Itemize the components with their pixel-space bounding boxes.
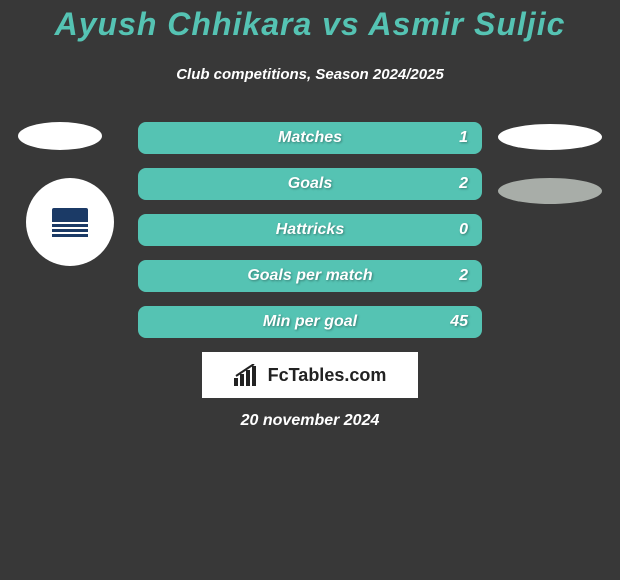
stat-label: Matches [278, 129, 342, 147]
stat-bar: Min per goal 45 [138, 306, 482, 338]
stat-value: 1 [459, 129, 468, 147]
club-badge [26, 178, 114, 266]
stat-value: 0 [459, 221, 468, 239]
page-title: Ayush Chhikara vs Asmir Suljic [0, 6, 620, 43]
club-badge-graphic [52, 208, 88, 237]
badge-top-block [52, 208, 88, 222]
stat-value: 45 [450, 313, 468, 331]
badge-stripe [52, 229, 88, 232]
stat-label: Hattricks [276, 221, 344, 239]
stat-row: Matches 1 [138, 122, 482, 154]
stat-bar: Hattricks 0 [138, 214, 482, 246]
stat-row: Hattricks 0 [138, 214, 482, 246]
badge-stripes [52, 224, 88, 237]
badge-stripe [52, 234, 88, 237]
stat-bar: Goals 2 [138, 168, 482, 200]
bar-chart-icon [234, 364, 260, 386]
subtitle: Club competitions, Season 2024/2025 [0, 66, 620, 83]
stat-label: Goals per match [247, 267, 372, 285]
player-avatar-placeholder [498, 124, 602, 150]
stat-label: Min per goal [263, 313, 357, 331]
player-avatar-placeholder [18, 122, 102, 150]
brand-text: FcTables.com [268, 365, 387, 386]
stat-row: Min per goal 45 [138, 306, 482, 338]
stat-row: Goals 2 [138, 168, 482, 200]
subtitle-text: Club competitions, Season 2024/2025 [176, 66, 444, 83]
stat-value: 2 [459, 267, 468, 285]
title-text: Ayush Chhikara vs Asmir Suljic [55, 6, 566, 42]
date-line: 20 november 2024 [0, 412, 620, 430]
date-text: 20 november 2024 [241, 412, 380, 429]
stat-bar: Goals per match 2 [138, 260, 482, 292]
badge-stripe [52, 224, 88, 227]
player-avatar-placeholder [498, 178, 602, 204]
stat-row: Goals per match 2 [138, 260, 482, 292]
stat-label: Goals [288, 175, 332, 193]
brand-box: FcTables.com [202, 352, 418, 398]
stat-value: 2 [459, 175, 468, 193]
stat-bar: Matches 1 [138, 122, 482, 154]
